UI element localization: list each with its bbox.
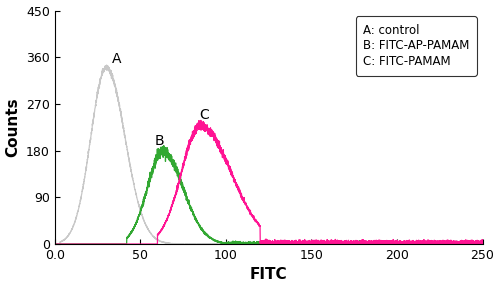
Text: A: A — [112, 52, 121, 66]
Legend: A: control, B: FITC-AP-PAMAM, C: FITC-PAMAM: A: control, B: FITC-AP-PAMAM, C: FITC-PA… — [356, 16, 476, 75]
X-axis label: FITC: FITC — [250, 268, 288, 283]
Y-axis label: Counts: Counts — [6, 97, 20, 157]
Text: B: B — [154, 134, 164, 147]
Text: C: C — [199, 108, 208, 122]
